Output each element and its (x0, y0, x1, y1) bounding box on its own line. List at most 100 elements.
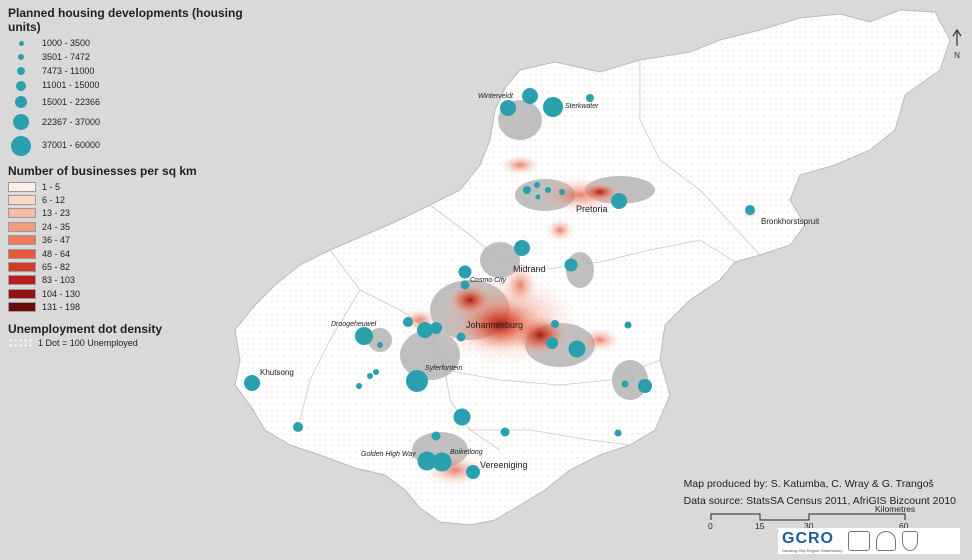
unemployment-legend-row: 1 Dot = 100 Unemployed (8, 337, 268, 348)
housing-size-dot (17, 67, 25, 75)
housing-dot (430, 322, 442, 334)
scale-bar: Kilometres 0 15 30 60 (705, 504, 915, 531)
gcro-wordmark: GCRO (782, 529, 834, 547)
housing-legend-row: 3501 - 7472 (8, 50, 268, 64)
housing-legend-label: 15001 - 22366 (42, 96, 101, 107)
gcro-subtitle: Gauteng City-Region Observatory (782, 547, 843, 553)
label-golden-high-way: Golden High Way (361, 451, 416, 458)
business-legend-row: 83 - 103 (8, 274, 268, 287)
label-johannesburg: Johannesburg (466, 320, 523, 330)
business-legend-label: 83 - 103 (42, 275, 76, 286)
label-winterveldt: Winterveldt (478, 93, 514, 100)
housing-dot (514, 240, 530, 256)
produced-by: Map produced by: S. Katumba, C. Wray & G… (683, 478, 934, 490)
housing-dot (406, 370, 428, 392)
housing-developments (244, 88, 755, 479)
housing-dot (745, 205, 755, 215)
housing-dot (373, 369, 379, 375)
scale-tick: 30 (804, 521, 814, 531)
business-color-swatch (8, 181, 36, 192)
scale-unit: Kilometres (875, 504, 916, 514)
housing-legend-label: 7473 - 11000 (42, 65, 95, 76)
business-legend: 1 - 5 6 - 12 13 - 23 24 - 35 36 - 47 48 - 64 6… (8, 180, 268, 314)
business-legend-row: 48 - 64 (8, 247, 268, 260)
logo-strip: GCRO Gauteng City-Region Observatory (778, 528, 960, 554)
housing-size-dot (15, 96, 27, 108)
wits-crest-icon (876, 531, 897, 551)
housing-dot (621, 380, 629, 388)
housing-dot (568, 340, 586, 358)
business-color-swatch (8, 248, 36, 259)
housing-dot (543, 97, 563, 117)
business-legend-row: 65 - 82 (8, 260, 268, 273)
housing-dot (624, 321, 632, 329)
business-color-swatch (8, 288, 36, 299)
housing-legend-label: 37001 - 60000 (42, 140, 101, 150)
dot-swatch (8, 337, 32, 348)
crest-icon (848, 531, 871, 551)
label-boiketlong: Boiketlong (450, 449, 483, 456)
housing-dot (534, 182, 540, 188)
housing-dot (355, 327, 373, 345)
business-legend-row: 6 - 12 (8, 193, 268, 206)
housing-legend: 1000 - 3500 3501 - 7472 7473 - 11000 11001 … (8, 36, 268, 158)
housing-dot (456, 332, 466, 342)
data-source: Data source: StatsSA Census 2011, AfriGI… (683, 495, 956, 507)
housing-dot (522, 88, 538, 104)
housing-dot (293, 422, 303, 432)
housing-dot (367, 373, 373, 379)
housing-dot (403, 317, 413, 327)
business-color-swatch (8, 195, 36, 206)
housing-dot (500, 427, 510, 437)
housing-size-dot (18, 40, 24, 46)
business-legend-label: 65 - 82 (42, 262, 71, 273)
business-legend-label: 48 - 64 (42, 248, 71, 259)
housing-dot (377, 342, 383, 348)
business-density-layer (402, 155, 758, 486)
label-vereeniging: Vereeniging (480, 460, 528, 470)
housing-legend-row: 15001 - 22366 (8, 93, 268, 111)
north-arrow-icon: N (950, 28, 964, 60)
housing-size-dot (18, 54, 24, 60)
housing-legend-label: 3501 - 7472 (42, 51, 91, 62)
north-label: N (954, 51, 960, 60)
map-legend: Planned housing developments (housing un… (8, 6, 268, 348)
housing-dot (458, 265, 472, 279)
housing-dot (535, 194, 541, 200)
label-syferfontein: Syferfontein (425, 365, 462, 372)
housing-legend-row: 1000 - 3500 (8, 36, 268, 50)
housing-size-dot (11, 135, 31, 156)
housing-dot (614, 429, 622, 437)
scale-tick: 0 (708, 521, 713, 531)
business-legend-row: 1 - 5 (8, 180, 268, 193)
housing-size-dot (13, 114, 29, 130)
business-legend-label: 1 - 5 (42, 181, 61, 192)
housing-legend-row: 7473 - 11000 (8, 64, 268, 78)
business-legend-title: Number of businesses per sq km (8, 164, 197, 178)
housing-dot (356, 383, 362, 389)
business-legend-label: 6 - 12 (42, 195, 66, 206)
map-credits: Map produced by: S. Katumba, C. Wray & G… (684, 476, 956, 510)
business-legend-label: 104 - 130 (42, 288, 81, 299)
housing-dot (551, 320, 559, 328)
housing-dot (638, 379, 652, 393)
housing-dot (611, 193, 627, 209)
housing-dot (417, 451, 437, 471)
business-legend-label: 36 - 47 (42, 235, 71, 246)
business-color-swatch (8, 275, 36, 286)
housing-dot (586, 94, 594, 102)
housing-legend-label: 1000 - 3500 (42, 37, 91, 48)
label-bronkhorstspruit: Bronkhorstspruit (761, 217, 820, 226)
business-color-swatch (8, 221, 36, 232)
place-labels: Winterveldt Sterkwater Pretoria Bronkhor… (260, 93, 820, 470)
business-legend-row: 131 - 198 (8, 301, 268, 314)
unemployment-legend-title: Unemployment dot density (8, 321, 163, 336)
housing-dot (460, 280, 470, 290)
business-legend-label: 13 - 23 (42, 208, 71, 219)
housing-legend-row: 37001 - 60000 (8, 133, 268, 158)
housing-dot (523, 186, 531, 194)
housing-dot (244, 375, 260, 391)
housing-dot (431, 431, 441, 441)
business-legend-label: 131 - 198 (42, 302, 81, 313)
scale-tick: 60 (899, 521, 909, 531)
